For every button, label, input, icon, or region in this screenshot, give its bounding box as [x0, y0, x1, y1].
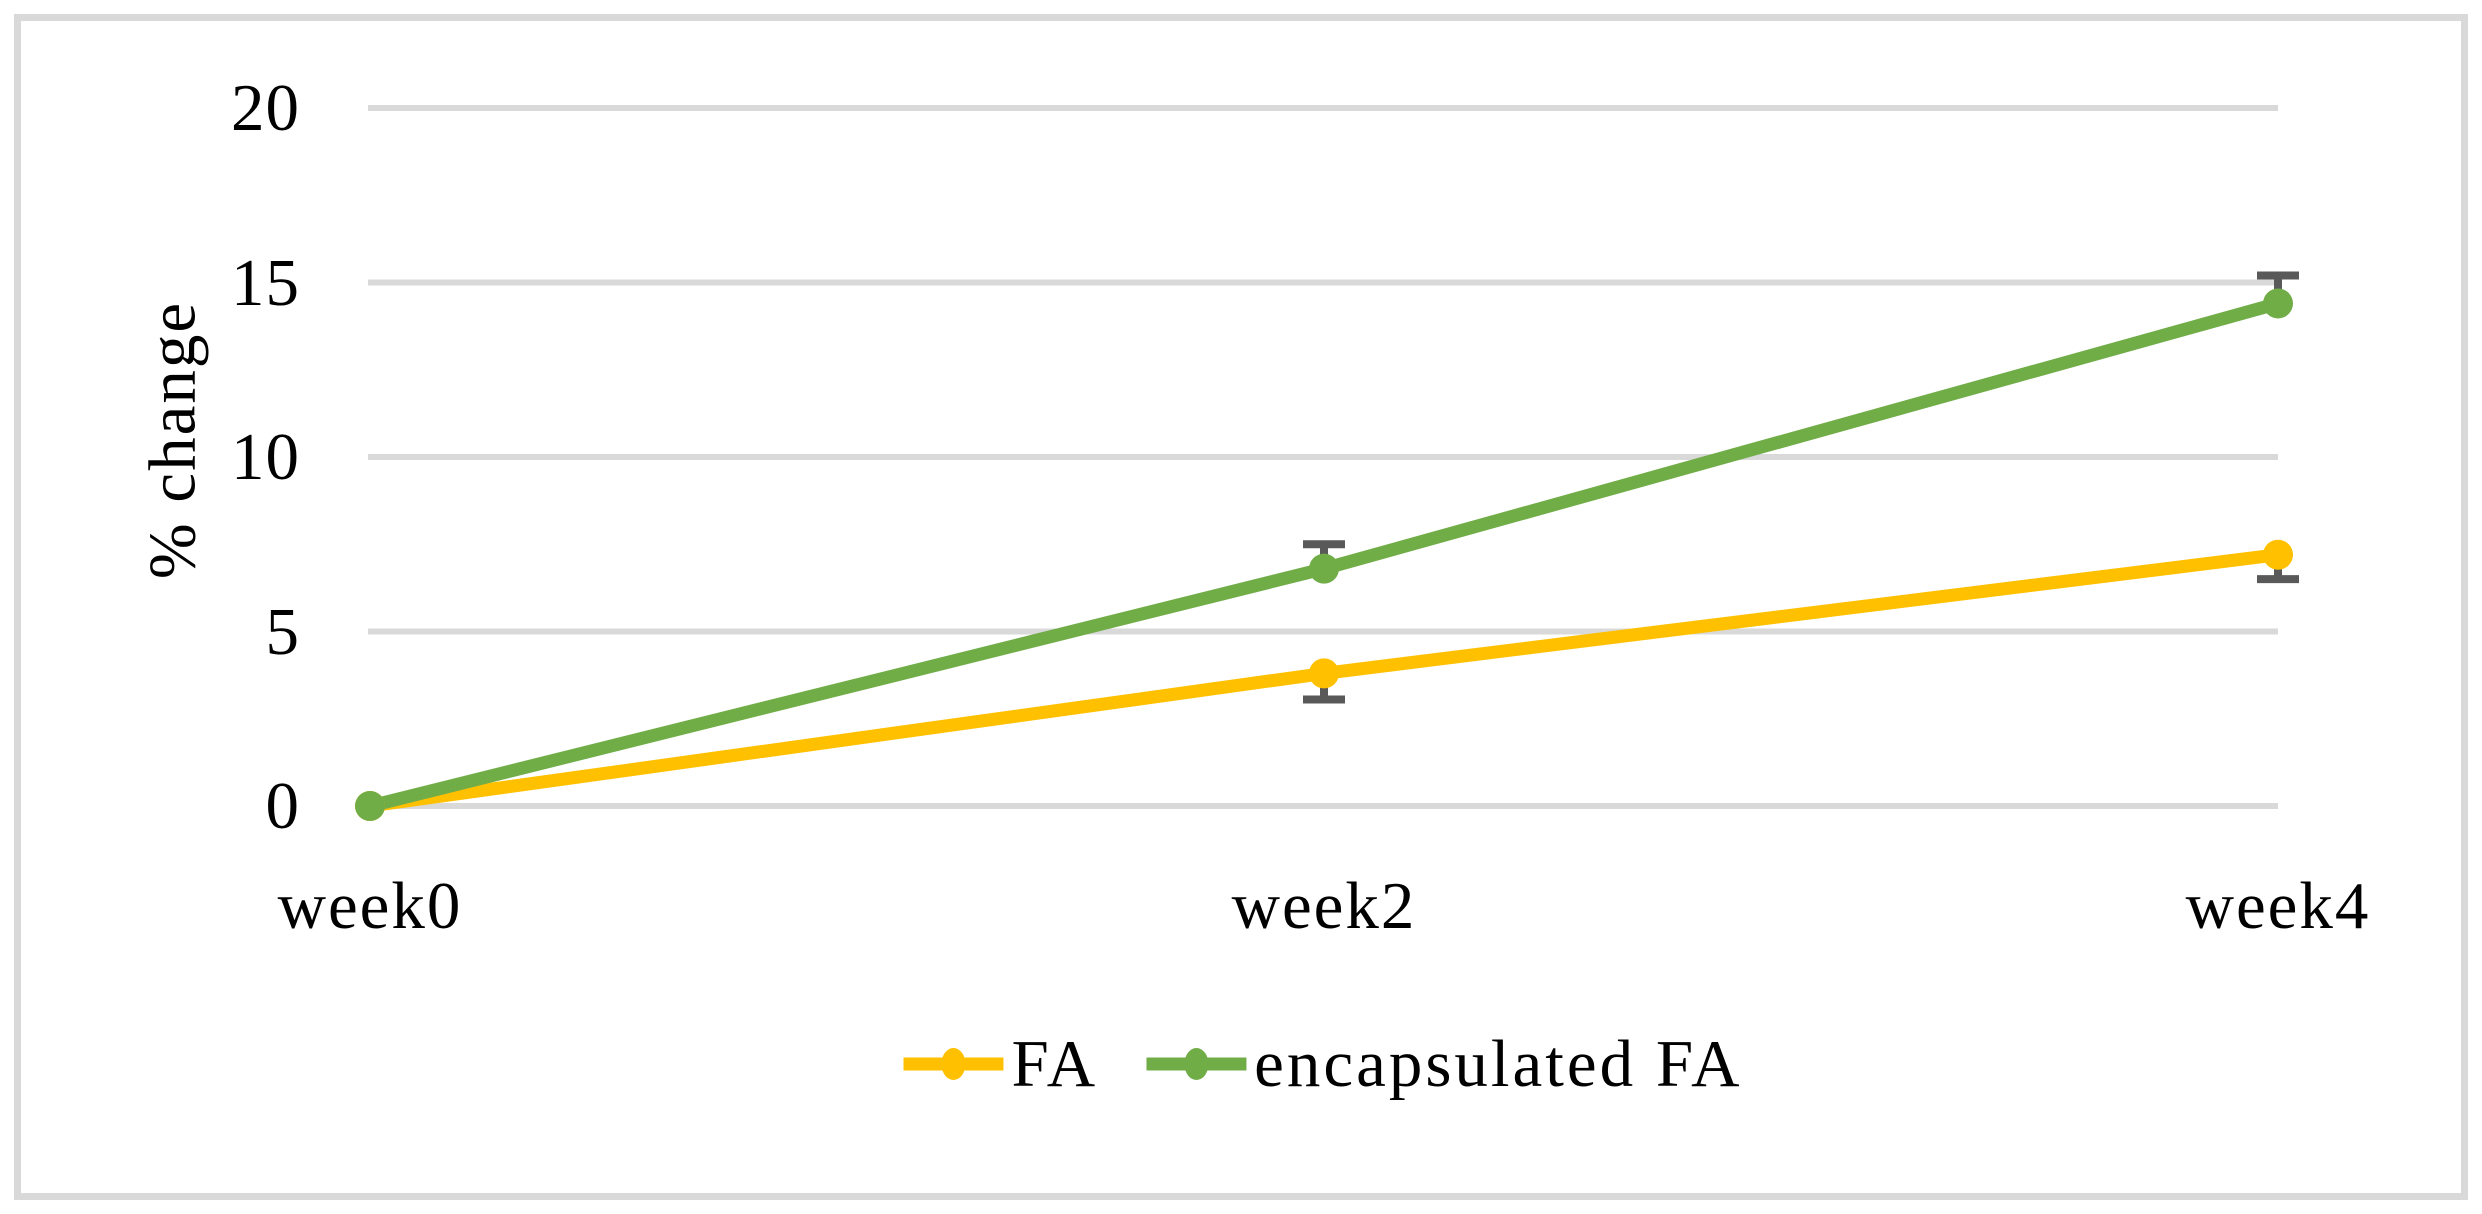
legend-swatch-icon: [1146, 1048, 1247, 1080]
x-category-label-week4: week4: [2185, 869, 2371, 943]
legend-label: FA: [1011, 1027, 1099, 1101]
legend-label: encapsulated FA: [1254, 1027, 1743, 1101]
legend: FA encapsulated FA: [903, 1022, 1742, 1106]
y-tick-label-5: 5: [265, 594, 300, 669]
legend-swatch-icon: [903, 1048, 1004, 1080]
y-tick-label-0: 0: [265, 769, 300, 843]
marker-FA-week4: [2263, 539, 2293, 570]
x-category-label-week2: week2: [1231, 869, 1417, 943]
y-tick-label-20: 20: [231, 71, 300, 145]
marker-encapsulated-FA-week4: [2263, 288, 2293, 319]
legend-item-FA: FA: [903, 1022, 1098, 1106]
marker-encapsulated-FA-week2: [1309, 553, 1339, 584]
marker-FA-week2: [1309, 658, 1339, 689]
x-category-label-week0: week0: [277, 869, 463, 943]
y-tick-label-15: 15: [231, 245, 300, 320]
marker-encapsulated-FA-week0: [355, 791, 385, 821]
legend-item-encapsulated-FA: encapsulated FA: [1146, 1022, 1742, 1106]
y-tick-label-10: 10: [231, 420, 300, 494]
